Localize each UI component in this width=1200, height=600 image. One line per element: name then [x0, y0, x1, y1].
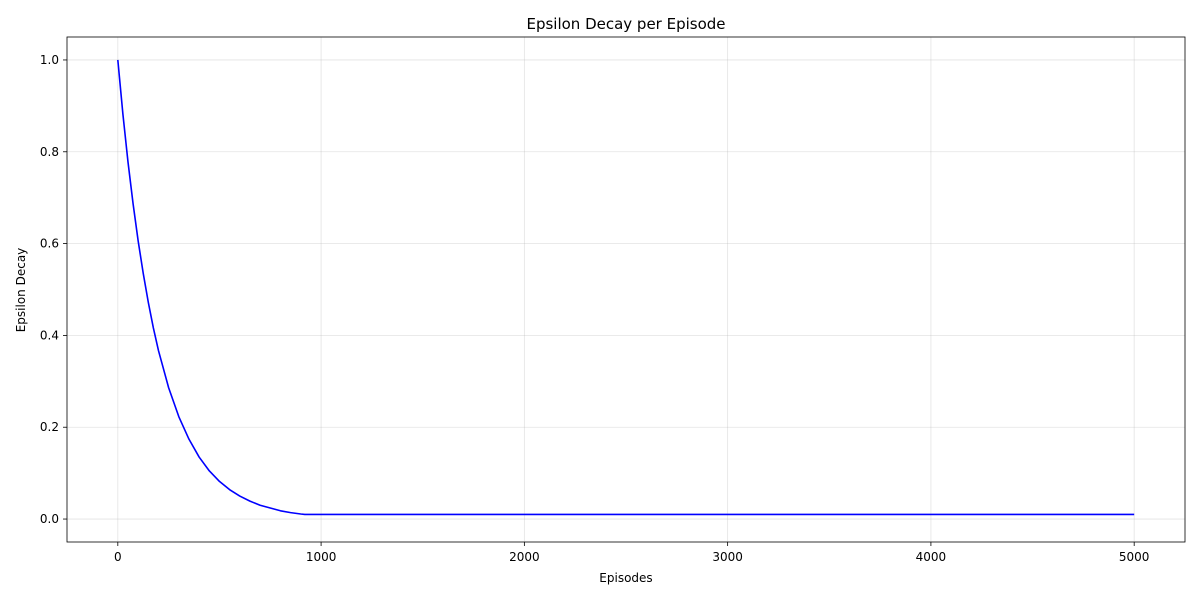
chart-title: Epsilon Decay per Episode — [526, 15, 725, 33]
y-tick-label: 0.4 — [40, 328, 59, 342]
series-line-0 — [117, 59, 1135, 516]
y-tick-label: 0.6 — [40, 237, 59, 251]
x-axis-label: Episodes — [599, 571, 652, 585]
y-axis-ticks: 0.0 0.2 0.4 0.6 0.8 1.0 — [40, 53, 67, 526]
y-axis-label: Epsilon Decay — [14, 248, 28, 333]
series-layer — [117, 59, 1135, 516]
y-tick-label: 1.0 — [40, 53, 59, 67]
x-tick-label: 4000 — [916, 550, 947, 564]
x-tick-label: 0 — [114, 550, 122, 564]
y-tick-label: 0.2 — [40, 420, 59, 434]
x-tick-label: 1000 — [306, 550, 337, 564]
x-axis-ticks: 0 1000 2000 3000 4000 5000 — [114, 542, 1149, 564]
y-tick-label: 0.0 — [40, 512, 59, 526]
grid — [67, 37, 1185, 542]
x-tick-label: 2000 — [509, 550, 540, 564]
plot-frame — [66, 36, 1186, 543]
x-tick-label: 5000 — [1119, 550, 1150, 564]
x-tick-label: 3000 — [712, 550, 743, 564]
y-tick-label: 0.8 — [40, 145, 59, 159]
